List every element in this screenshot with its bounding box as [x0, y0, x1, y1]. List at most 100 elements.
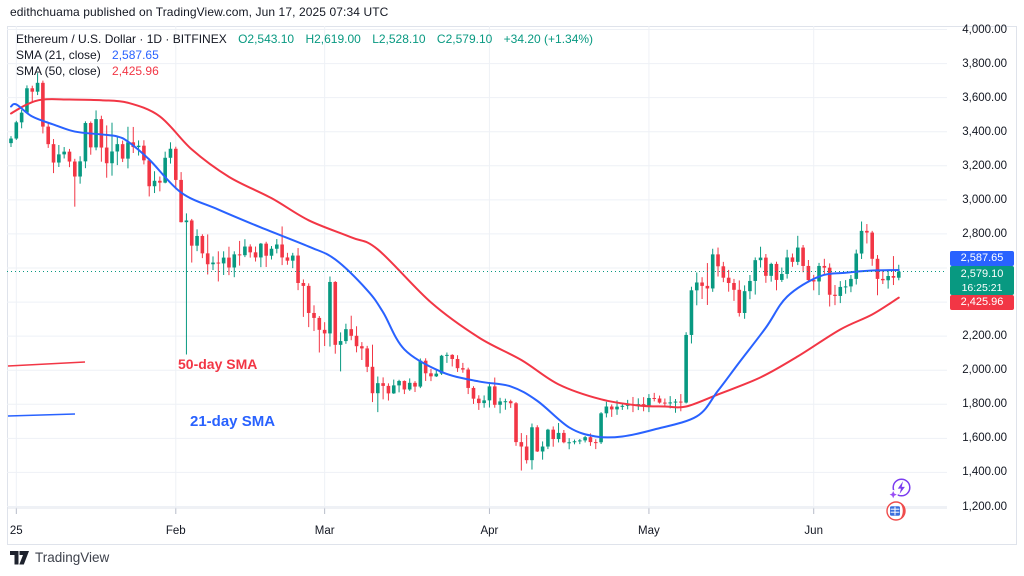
sma21-axis-badge: 2,587.65: [950, 251, 1014, 266]
candle-body: [179, 179, 183, 223]
candle-body: [168, 148, 173, 158]
candle-body: [232, 254, 237, 268]
candle-body: [264, 243, 268, 256]
candle-body: [381, 383, 385, 386]
candle-body: [461, 368, 465, 370]
price-axis-label: 1,600.00: [962, 432, 1007, 445]
candle-body: [216, 262, 221, 264]
candle-body: [365, 348, 369, 367]
candle-body: [227, 257, 231, 268]
ohlc-high: H2,619.00: [305, 32, 361, 46]
snapshot-stamp-icon: [882, 498, 912, 530]
candle-body: [641, 404, 646, 406]
candle-body: [551, 429, 556, 440]
candle-body: [758, 257, 763, 261]
candle-body: [275, 244, 279, 249]
candle-body: [875, 258, 880, 279]
candle-body: [657, 398, 662, 403]
candle-body: [535, 427, 540, 452]
candle-body: [562, 432, 566, 443]
candle-body: [593, 442, 598, 444]
ohlc-open: O2,543.10: [238, 32, 295, 46]
price-axis-label: 3,800.00: [962, 57, 1007, 70]
legend-sma50-row: SMA (50, close) 2,425.96: [16, 63, 593, 79]
price-axis-label: 3,600.00: [962, 91, 1007, 104]
candle-body: [519, 442, 524, 447]
candle-body: [801, 247, 805, 266]
candle-body: [360, 346, 364, 349]
candle-body: [195, 235, 199, 246]
candle-body: [158, 180, 162, 183]
candle-body: [546, 429, 550, 447]
time-axis-label: 25: [9, 525, 23, 537]
candle-body: [19, 112, 24, 123]
candle-body: [710, 254, 715, 289]
candle-body: [370, 366, 375, 394]
sma50-line: [10, 98, 900, 409]
time-axis-label: May: [638, 525, 660, 537]
candle-body: [243, 246, 247, 256]
candle-body: [849, 278, 853, 287]
price-axis-label: 1,800.00: [962, 398, 1007, 411]
candle-body: [41, 82, 45, 127]
boost-stamp-icon: [888, 476, 914, 507]
candle-body: [88, 123, 93, 148]
tradingview-logo-icon: [10, 550, 29, 564]
candle-body: [567, 442, 571, 444]
candle-body: [344, 329, 348, 342]
candle-body: [99, 119, 104, 148]
candle-body: [806, 265, 811, 281]
candle-body: [870, 232, 874, 259]
candle-body: [620, 405, 625, 407]
candle-body: [312, 312, 316, 318]
candle-body: [397, 380, 401, 386]
candle-body: [376, 383, 380, 394]
last-price-value: 2,579.10: [960, 268, 1004, 280]
price-axis-label: 2,200.00: [962, 330, 1007, 343]
candle-body: [843, 286, 848, 288]
ohlc-change: +34.20 (+1.34%): [503, 32, 594, 46]
candle-body: [790, 257, 795, 262]
sma21-axis-value: 2,587.65: [960, 252, 1004, 264]
candle-body: [354, 335, 359, 347]
candle-body: [296, 255, 300, 283]
candle-body: [120, 144, 125, 159]
candle-body: [503, 401, 508, 403]
candle-body: [769, 263, 773, 276]
candle-body: [498, 401, 502, 405]
candle-body: [184, 220, 189, 223]
candle-body: [333, 281, 338, 345]
candle-body: [588, 437, 593, 443]
candle-body: [477, 398, 481, 404]
candle-body: [572, 441, 577, 443]
candle-body: [163, 157, 167, 183]
candle-body: [578, 440, 582, 442]
candle-body: [732, 282, 736, 290]
candle-body: [200, 235, 205, 254]
candle-body: [689, 290, 694, 335]
price-axis-label: 2,800.00: [962, 227, 1007, 240]
candle-body: [301, 282, 306, 286]
publication-note: edithchuama published on TradingView.com…: [10, 5, 389, 19]
sma21-callout-line: [7, 413, 76, 417]
candle-body: [652, 397, 657, 399]
candle-body: [492, 386, 497, 405]
candle-body: [742, 291, 747, 313]
chart-canvas: 50-day SMA 21-day SMA: [7, 26, 947, 514]
candle-body: [386, 385, 391, 394]
sma21-callout-label: 21-day SMA: [190, 413, 275, 430]
candle-body: [508, 401, 513, 404]
price-axis-label: 3,400.00: [962, 125, 1007, 138]
candle-body: [51, 144, 56, 163]
price-axis-label: 2,000.00: [962, 364, 1007, 377]
candle-body: [14, 122, 19, 139]
price-axis-label: 3,200.00: [962, 159, 1007, 172]
candle-body: [317, 317, 322, 330]
candle-body: [445, 354, 449, 356]
candle-body: [434, 373, 439, 377]
candle-body: [891, 276, 896, 278]
candle-body: [237, 254, 242, 256]
candle-body: [455, 358, 460, 369]
candle-body: [811, 280, 816, 282]
